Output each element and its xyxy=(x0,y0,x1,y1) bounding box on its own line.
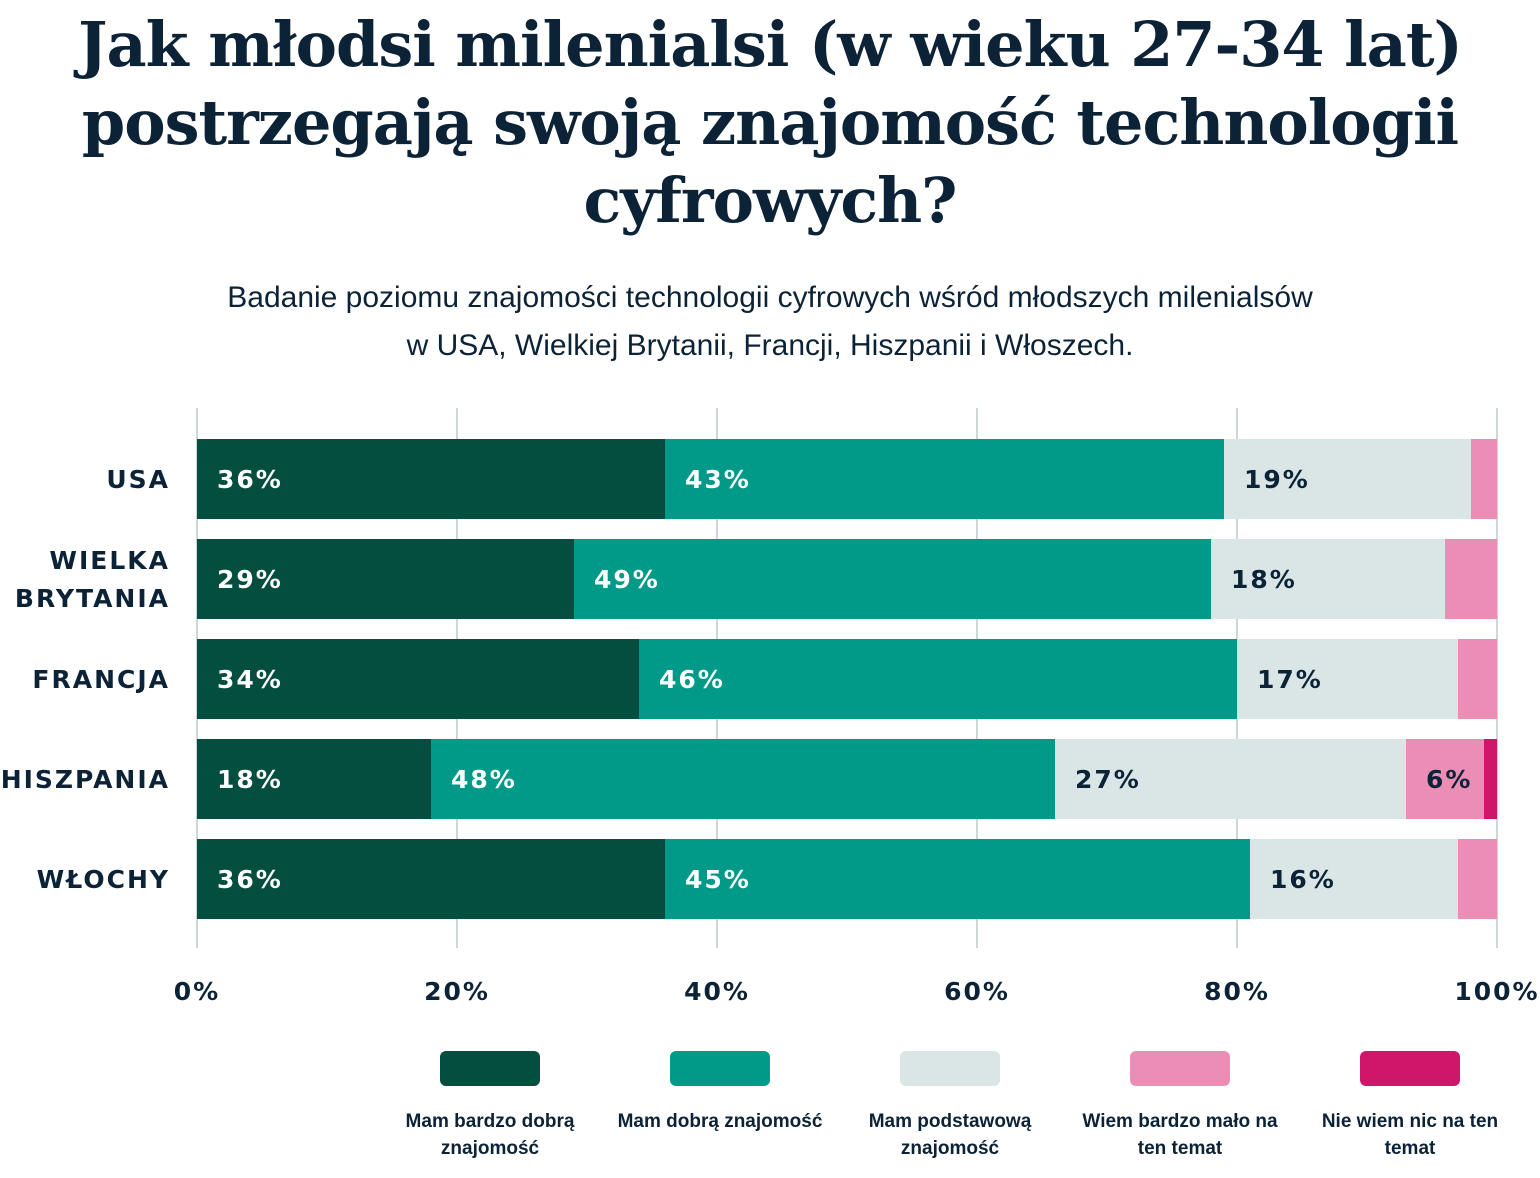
data-label: 27% xyxy=(1075,765,1141,794)
bar-segment xyxy=(1406,739,1484,819)
data-label: 19% xyxy=(1244,465,1310,494)
data-label: 48% xyxy=(451,765,517,794)
bar-segment xyxy=(431,739,1055,819)
x-tick-label: 40% xyxy=(684,977,750,1006)
x-tick-label: 0% xyxy=(174,977,220,1006)
bar-segment xyxy=(665,839,1250,919)
legend-swatch xyxy=(440,1051,540,1086)
data-label: 46% xyxy=(659,665,725,694)
bar-segment xyxy=(574,539,1211,619)
legend-item: Nie wiem nic na ten temat xyxy=(1300,1051,1520,1162)
legend-swatch xyxy=(670,1051,770,1086)
legend-swatch xyxy=(1360,1051,1460,1086)
data-label: 17% xyxy=(1257,665,1323,694)
bar-segment xyxy=(197,539,574,619)
legend-swatch xyxy=(900,1051,1000,1086)
bar-segment xyxy=(1250,839,1458,919)
bar-segment xyxy=(197,439,665,519)
bar-segment xyxy=(1458,839,1497,919)
bar-segment xyxy=(1055,739,1406,819)
legend-label: Mam bardzo dobrą znajomość xyxy=(405,1111,575,1159)
data-label: 36% xyxy=(217,465,283,494)
bar-segment xyxy=(1211,539,1445,619)
bar-segment xyxy=(639,639,1237,719)
data-label: 29% xyxy=(217,565,283,594)
category-label: WIELKA xyxy=(49,546,170,575)
data-label: 16% xyxy=(1270,865,1336,894)
data-label: 36% xyxy=(217,865,283,894)
legend-item: Mam dobrą znajomość xyxy=(610,1051,830,1135)
bar-segment xyxy=(1224,439,1471,519)
data-label: 45% xyxy=(685,865,751,894)
data-label: 43% xyxy=(685,465,751,494)
category-label: BRYTANIA xyxy=(15,584,170,613)
data-label: 6% xyxy=(1426,765,1472,794)
legend-item: Mam podstawową znajomość xyxy=(840,1051,1060,1162)
legend-label: Mam dobrą znajomość xyxy=(617,1111,823,1132)
bar-segment xyxy=(1484,739,1497,819)
legend-label: Mam podstawową znajomość xyxy=(868,1111,1032,1159)
category-label: FRANCJA xyxy=(32,665,170,694)
category-label: WŁOCHY xyxy=(37,865,170,894)
legend-label: Wiem bardzo mało na ten temat xyxy=(1082,1111,1278,1159)
legend-item: Wiem bardzo mało na ten temat xyxy=(1070,1051,1290,1162)
legend-label: Nie wiem nic na ten temat xyxy=(1321,1111,1499,1159)
x-tick-label: 20% xyxy=(424,977,490,1006)
x-tick-label: 100% xyxy=(1454,977,1539,1006)
data-label: 18% xyxy=(1231,565,1297,594)
category-label: HISZPANIA xyxy=(1,765,170,794)
bar-segment xyxy=(665,439,1224,519)
data-label: 34% xyxy=(217,665,283,694)
stacked-bar-chart: 0% 20% 40% 60% 80% 100% USA 36% 43% 19% WIELKA BRYT… xyxy=(1,408,1539,1006)
bar-segment xyxy=(197,639,639,719)
data-label: 49% xyxy=(594,565,660,594)
x-tick-label: 80% xyxy=(1204,977,1270,1006)
chart-subtitle: Badanie poziomu znajomości technologii c… xyxy=(227,281,1313,362)
bar-segment xyxy=(197,739,431,819)
category-label: USA xyxy=(106,465,170,494)
bar-segment xyxy=(1237,639,1458,719)
bar-segment xyxy=(1445,539,1497,619)
legend-item: Mam bardzo dobrą znajomość xyxy=(380,1051,600,1162)
bar-segment xyxy=(1458,639,1497,719)
legend-swatch xyxy=(1130,1051,1230,1086)
x-tick-label: 60% xyxy=(944,977,1010,1006)
data-label: 18% xyxy=(217,765,283,794)
chart-title: Jak młodsi milenialsi (w wieku 27-34 lat… xyxy=(78,8,1463,237)
bar-segment xyxy=(197,839,665,919)
bar-segment xyxy=(1471,439,1497,519)
